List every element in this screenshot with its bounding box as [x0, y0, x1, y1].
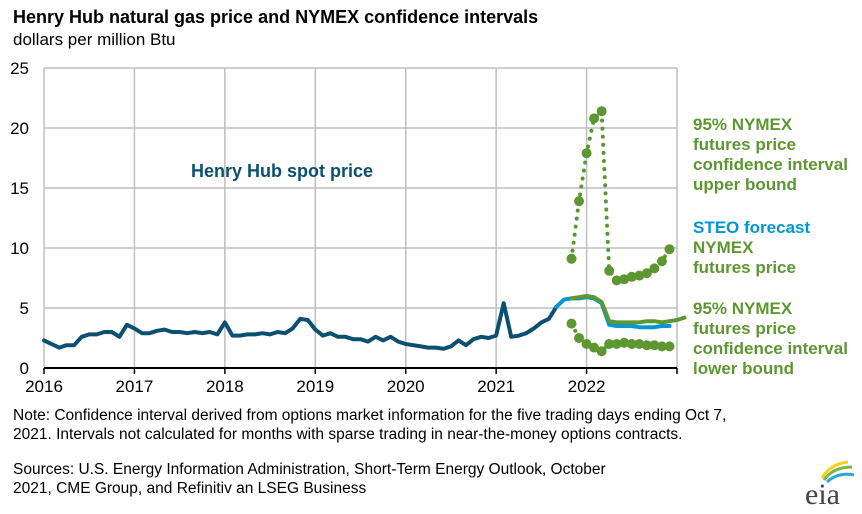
chart-units-label: dollars per million Btu: [13, 30, 176, 49]
series-group: [42, 106, 687, 357]
y-tick-label: 15: [10, 179, 29, 198]
lower-bound-label-line: 95% NYMEX: [693, 299, 793, 318]
lower-bound-label-line: futures price: [693, 319, 796, 338]
upper-bound-label-line: futures price: [693, 135, 796, 154]
95-nymex-futures-price-confidence-interval-lower-bound-point: [604, 339, 615, 349]
95-nymex-futures-price-confidence-interval-upper-bound-point: [574, 196, 585, 207]
95-nymex-futures-price-confidence-interval-upper-bound-point: [656, 256, 667, 267]
95-nymex-futures-price-confidence-interval-lower-bound-point: [581, 339, 592, 349]
upper-bound-label-line: upper bound: [693, 175, 797, 194]
x-tick-label: 2018: [206, 377, 244, 396]
95-nymex-futures-price-confidence-interval-upper-bound-point: [566, 253, 577, 264]
upper-bound-label-line: 95% NYMEX: [693, 115, 793, 134]
x-tick-label: 2020: [387, 377, 425, 396]
sources-line: 2021, CME Group, and Refinitiv an LSEG B…: [13, 480, 367, 497]
95-nymex-futures-price-confidence-interval-upper-bound-point: [634, 270, 645, 281]
95-nymex-futures-price-confidence-interval-lower-bound-point: [589, 342, 600, 353]
95-nymex-futures-price-confidence-interval-lower-bound-point: [566, 318, 577, 329]
95-nymex-futures-price-confidence-interval-lower-bound-point: [596, 346, 607, 357]
95-nymex-futures-price-confidence-interval-lower-bound-point: [626, 339, 637, 349]
95-nymex-futures-price-confidence-interval-upper-bound-point: [664, 244, 675, 255]
chart-title: Henry Hub natural gas price and NYMEX co…: [13, 7, 539, 27]
x-axis-ticks: 2016 2017 2018 2019 2020 2021 2022: [25, 377, 605, 396]
x-tick-label: 2022: [568, 377, 606, 396]
chart-sources: Sources: U.S. Energy Information Adminis…: [13, 460, 606, 498]
95-nymex-futures-price-confidence-interval-lower-bound-point: [664, 341, 675, 352]
95-nymex-futures-price-confidence-interval-lower-bound-point: [649, 340, 660, 351]
95-nymex-futures-price-confidence-interval-lower-bound-point: [634, 339, 645, 349]
henry-hub-spot-price-line: [42, 301, 559, 351]
95-nymex-futures-price-confidence-interval-upper-bound-point: [596, 106, 607, 117]
nymex-label-line: futures price: [693, 258, 796, 277]
x-tick-label: 2016: [25, 377, 63, 396]
95-nymex-futures-price-confidence-interval-upper-bound-point: [611, 275, 622, 286]
y-axis-ticks: 0 5 10 15 20 25: [10, 59, 29, 378]
x-tick-label: 2017: [116, 377, 154, 396]
nymex-futures-price-line: [569, 294, 687, 325]
eia-logo-icon: eia: [805, 460, 855, 511]
lower-bound-label-line: lower bound: [693, 359, 795, 378]
x-tick-label: 2021: [477, 377, 515, 396]
95-nymex-futures-price-confidence-interval-upper-bound-point: [649, 263, 660, 274]
grid-lines: [43, 67, 678, 368]
y-tick-label: 10: [10, 239, 29, 258]
note-line: Note: Confidence interval derived from o…: [13, 407, 727, 424]
95-nymex-futures-price-confidence-interval-lower-bound-point: [619, 337, 630, 348]
chart-note: Note: Confidence interval derived from o…: [13, 406, 726, 444]
eia-logo: eia: [800, 458, 856, 511]
y-tick-label: 20: [10, 119, 29, 138]
legend-steo-nymex: STEO forecast NYMEX futures price: [693, 218, 810, 278]
steo-forecast-label: STEO forecast: [693, 218, 811, 237]
note-line: 2021. Intervals not calculated for month…: [13, 426, 683, 443]
legend-lower-bound: 95% NYMEX futures price confidence inter…: [693, 299, 848, 379]
upper-bound-label-line: confidence interval: [693, 155, 848, 174]
95-nymex-futures-price-confidence-interval-lower-bound-point: [574, 333, 585, 343]
legend-upper-bound: 95% NYMEX futures price confidence inter…: [693, 115, 848, 195]
y-tick-label: 0: [20, 359, 29, 378]
x-tick-label: 2019: [296, 377, 334, 396]
lower-bound-label-line: confidence interval: [693, 339, 848, 358]
nymex-label-line: NYMEX: [693, 238, 754, 257]
95-nymex-futures-price-confidence-interval-upper-bound-point: [604, 265, 615, 276]
95-nymex-futures-price-confidence-interval-lower-bound-point: [641, 340, 652, 351]
95-nymex-futures-price-confidence-interval-upper-bound-point: [626, 271, 637, 282]
sources-line: Sources: U.S. Energy Information Adminis…: [13, 461, 606, 478]
axes: [43, 367, 678, 374]
annotation-spot-price: Henry Hub spot price: [191, 161, 373, 181]
95-nymex-futures-price-confidence-interval-lower-bound-point: [656, 341, 667, 352]
95-nymex-futures-price-confidence-interval-upper-bound-point: [581, 148, 592, 159]
y-tick-label: 25: [10, 59, 29, 78]
95-nymex-futures-price-confidence-interval-upper-bound-point: [619, 274, 630, 285]
95-nymex-futures-price-confidence-interval-upper-bound-point: [641, 268, 652, 279]
95-nymex-futures-price-confidence-interval-upper-bound-point: [589, 113, 600, 124]
svg-text:eia: eia: [805, 478, 840, 508]
spot-price-label: Henry Hub spot price: [191, 161, 374, 181]
y-tick-label: 5: [20, 299, 29, 318]
95-nymex-futures-price-confidence-interval-lower-bound-point: [611, 339, 622, 349]
